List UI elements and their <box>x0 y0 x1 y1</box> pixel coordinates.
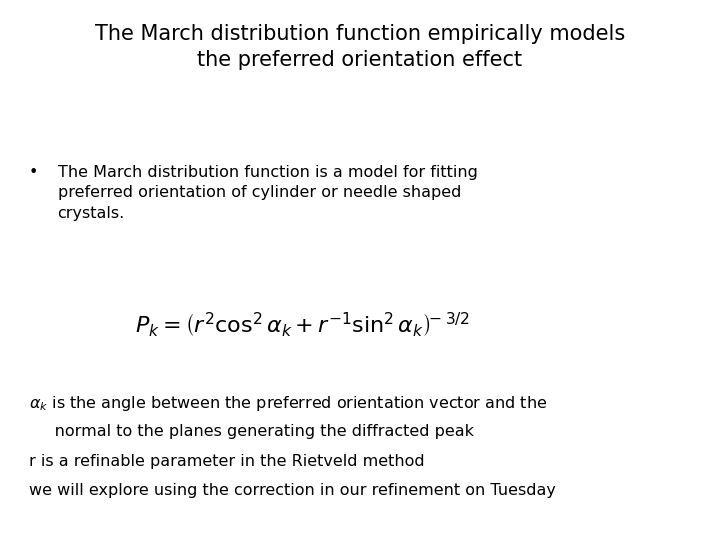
Text: The March distribution function empirically models
the preferred orientation eff: The March distribution function empirica… <box>95 24 625 70</box>
Text: The March distribution function is a model for fitting
preferred orientation of : The March distribution function is a mod… <box>58 165 477 220</box>
Text: r is a refinable parameter in the Rietveld method: r is a refinable parameter in the Rietve… <box>29 454 424 469</box>
Text: •: • <box>29 165 38 180</box>
Text: we will explore using the correction in our refinement on Tuesday: we will explore using the correction in … <box>29 483 556 498</box>
Text: $\alpha_k$ is the angle between the preferred orientation vector and the: $\alpha_k$ is the angle between the pref… <box>29 394 547 413</box>
Text: $P_k = \left(r^2\cos^2\alpha_k + r^{-1}\sin^2\alpha_k\right)^{\!\!-3/2}$: $P_k = \left(r^2\cos^2\alpha_k + r^{-1}\… <box>135 310 470 339</box>
Text: normal to the planes generating the diffracted peak: normal to the planes generating the diff… <box>29 424 474 439</box>
